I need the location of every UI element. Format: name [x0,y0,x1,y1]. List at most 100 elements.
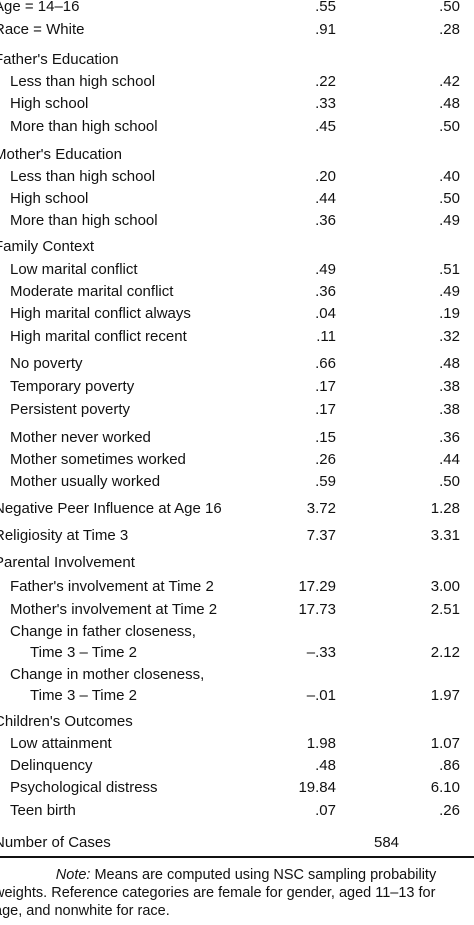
sd-cell: .38 [439,378,460,395]
sd-cell: .40 [439,168,460,185]
mean-cell: .07 [315,802,336,819]
table-row: Temporary poverty .17 .38 [0,376,474,398]
row-label: No poverty [10,355,83,372]
sd-cell: 1.97 [430,687,460,704]
row-label: Low attainment [10,735,112,752]
row-label: Father's involvement at Time 2 [10,578,214,595]
sd-cell: .19 [439,305,460,322]
mean-cell: 7.37 [306,527,336,544]
table-row: High marital conflict always .04 .19 [0,303,474,325]
row-label: Moderate marital conflict [10,283,174,300]
sd-cell: .26 [439,802,460,819]
note-line-1: Means are computed using NSC sampling pr… [90,867,437,883]
sd-cell: 3.31 [430,527,460,544]
row-label: Less than high school [10,168,156,185]
sd-cell: .32 [439,328,460,345]
mean-cell: .45 [315,118,336,135]
sd-cell: .36 [439,429,460,446]
table-row: Mother never worked .15 .36 [0,427,474,449]
mean-cell: .04 [315,305,336,322]
row-label: Temporary poverty [10,378,135,395]
table-row: Mother's Education [0,144,474,166]
table-row: Less than high school .22 .42 [0,71,474,93]
row-label: Religiosity at Time 3 [0,527,129,544]
sd-cell: 2.51 [430,601,460,618]
table-row: Mother's involvement at Time 2 17.73 2.51 [0,599,474,621]
row-label: Age = 14–16 [0,0,80,15]
row-label: Change in mother closeness, [10,666,205,683]
table-row: Delinquency .48 .86 [0,755,474,777]
row-label: Father's Education [0,51,119,68]
row-label: Mother never worked [10,429,151,446]
sd-cell: 3.00 [430,578,460,595]
note-prefix: Note: [55,867,91,883]
mean-cell: .26 [315,451,336,468]
sd-cell: .48 [439,95,460,112]
note-line-3: age, and nonwhite for race. [0,903,170,919]
table-note: Note: Means are computed using NSC sampl… [0,866,474,920]
mean-cell: –.01 [306,687,336,704]
row-label: High school [10,190,89,207]
table-row: High school .33 .48 [0,93,474,115]
table-row: Teen birth .07 .26 [0,800,474,822]
mean-cell: .91 [315,21,336,38]
table-row: Parental Involvement [0,552,474,574]
row-label: Race = White [0,21,85,38]
sd-cell: .86 [439,757,460,774]
cases-value: 584 [374,834,400,851]
row-label: Change in father closeness, [10,623,196,640]
sd-cell: .48 [439,355,460,372]
mean-cell: 17.29 [298,578,336,595]
table-row: Time 3 – Time 2 –.01 1.97 [0,685,474,707]
table-row: Family Context [0,236,474,258]
mean-cell: .17 [315,378,336,395]
mean-cell: .22 [315,73,336,90]
mean-cell: 1.98 [306,735,336,752]
mean-cell: 19.84 [298,779,336,796]
row-label: High school [10,95,89,112]
row-label: Children's Outcomes [0,713,133,730]
sd-cell: .42 [439,73,460,90]
sd-cell: .38 [439,401,460,418]
mean-cell: .11 [316,328,336,345]
table-bottom-rule [0,856,474,858]
mean-cell: .44 [315,190,336,207]
mean-cell: .49 [315,261,336,278]
row-label: Mother's Education [0,146,122,163]
note-line-2: weights. Reference categories are female… [0,885,436,901]
table-row: No poverty .66 .48 [0,353,474,375]
table-row: Religiosity at Time 3 7.37 3.31 [0,525,474,547]
cases-label: Number of Cases [0,834,111,851]
mean-cell: .33 [315,95,336,112]
sd-cell: .50 [439,118,460,135]
sd-cell: .50 [439,0,460,15]
mean-cell: .66 [315,355,336,372]
sd-cell: 6.10 [430,779,460,796]
table-row: Less than high school .20 .40 [0,166,474,188]
sd-cell: .51 [439,261,460,278]
sd-cell: .49 [439,212,460,229]
mean-cell: .20 [315,168,336,185]
row-label: Psychological distress [10,779,158,796]
table-row: Age = 14–16 .55 .50 [0,0,474,18]
table-row: Time 3 – Time 2 –.33 2.12 [0,642,474,664]
row-label: Less than high school [10,73,156,90]
table-row: Negative Peer Influence at Age 16 3.72 1.2… [0,498,474,520]
row-label: Negative Peer Influence at Age 16 [0,500,222,517]
row-label: Time 3 – Time 2 [30,687,137,704]
table-row: Psychological distress 19.84 6.10 [0,777,474,799]
row-label: Delinquency [10,757,93,774]
table-row: Father's involvement at Time 2 17.29 3.00 [0,576,474,598]
mean-cell: .17 [315,401,336,418]
mean-cell: .59 [315,473,336,490]
table-row: Father's Education [0,49,474,71]
table-row: Race = White .91 .28 [0,19,474,41]
sd-cell: .49 [439,283,460,300]
table-row: Persistent poverty .17 .38 [0,399,474,421]
row-label: More than high school [10,212,158,229]
sd-cell: .44 [439,451,460,468]
table-row: Mother sometimes worked .26 .44 [0,449,474,471]
mean-cell: –.33 [306,644,336,661]
sd-cell: 2.12 [430,644,460,661]
mean-cell: .15 [315,429,336,446]
